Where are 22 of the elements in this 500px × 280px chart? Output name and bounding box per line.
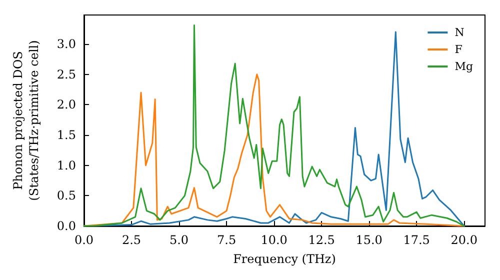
legend-label: N — [454, 26, 465, 39]
x-tick-label: 5.0 — [169, 233, 189, 247]
y-tick-label: 0.5 — [56, 188, 76, 203]
x-tick-label: 7.5 — [216, 233, 236, 247]
x-tick-label: 10.0 — [260, 233, 288, 247]
y-tick-label: 0.0 — [56, 219, 76, 233]
legend-label: Mg — [454, 60, 474, 73]
y-tick-label: 2.5 — [56, 67, 76, 82]
y-axis-title: Phonon projected DOS (States/THz·primitive cell) — [11, 40, 41, 201]
x-tick-label: 17.5 — [403, 233, 430, 247]
line-series — [83, 74, 465, 227]
y-tick-label: 3.0 — [56, 37, 76, 52]
legend-label: F — [454, 43, 463, 56]
x-tick-label: 0.0 — [74, 233, 94, 247]
x-tick-label: 2.5 — [122, 233, 142, 247]
y-tick-label: 1.5 — [56, 128, 76, 142]
x-tick-label: 20.0 — [450, 233, 478, 247]
x-axis-title: Frequency (THz) — [233, 252, 336, 266]
y-tick-label: 2.0 — [56, 98, 76, 112]
x-tick-label: 12.5 — [308, 233, 335, 247]
x-tick-label: 15.0 — [356, 233, 382, 247]
y-tick-label: 1.0 — [56, 158, 76, 172]
